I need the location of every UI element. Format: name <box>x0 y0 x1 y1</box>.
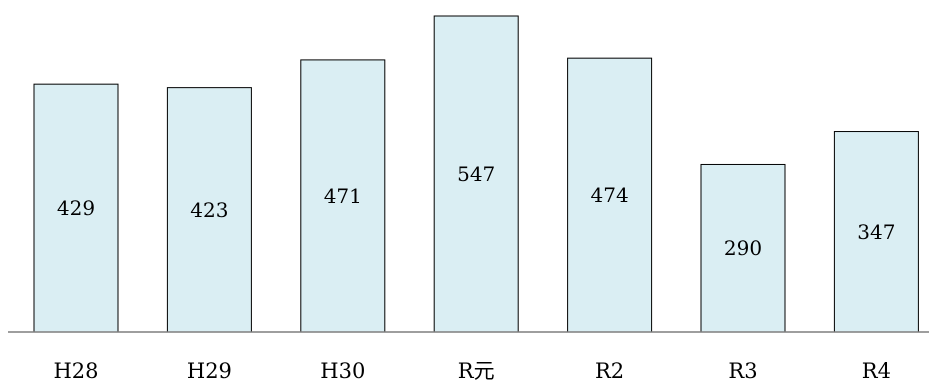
category-label-0: H28 <box>53 359 98 381</box>
category-label-2: H30 <box>320 359 365 381</box>
data-label-1: 423 <box>190 198 228 222</box>
data-label-4: 474 <box>591 183 629 207</box>
data-label-5: 290 <box>724 236 762 260</box>
data-label-2: 471 <box>324 184 362 208</box>
data-label-6: 347 <box>857 220 895 244</box>
data-label-0: 429 <box>57 196 95 220</box>
category-label-1: H29 <box>187 359 232 381</box>
category-label-3: R元 <box>458 359 495 381</box>
category-label-6: R4 <box>862 359 891 381</box>
category-label-4: R2 <box>595 359 624 381</box>
category-label-5: R3 <box>728 359 757 381</box>
data-label-3: 547 <box>457 162 495 186</box>
